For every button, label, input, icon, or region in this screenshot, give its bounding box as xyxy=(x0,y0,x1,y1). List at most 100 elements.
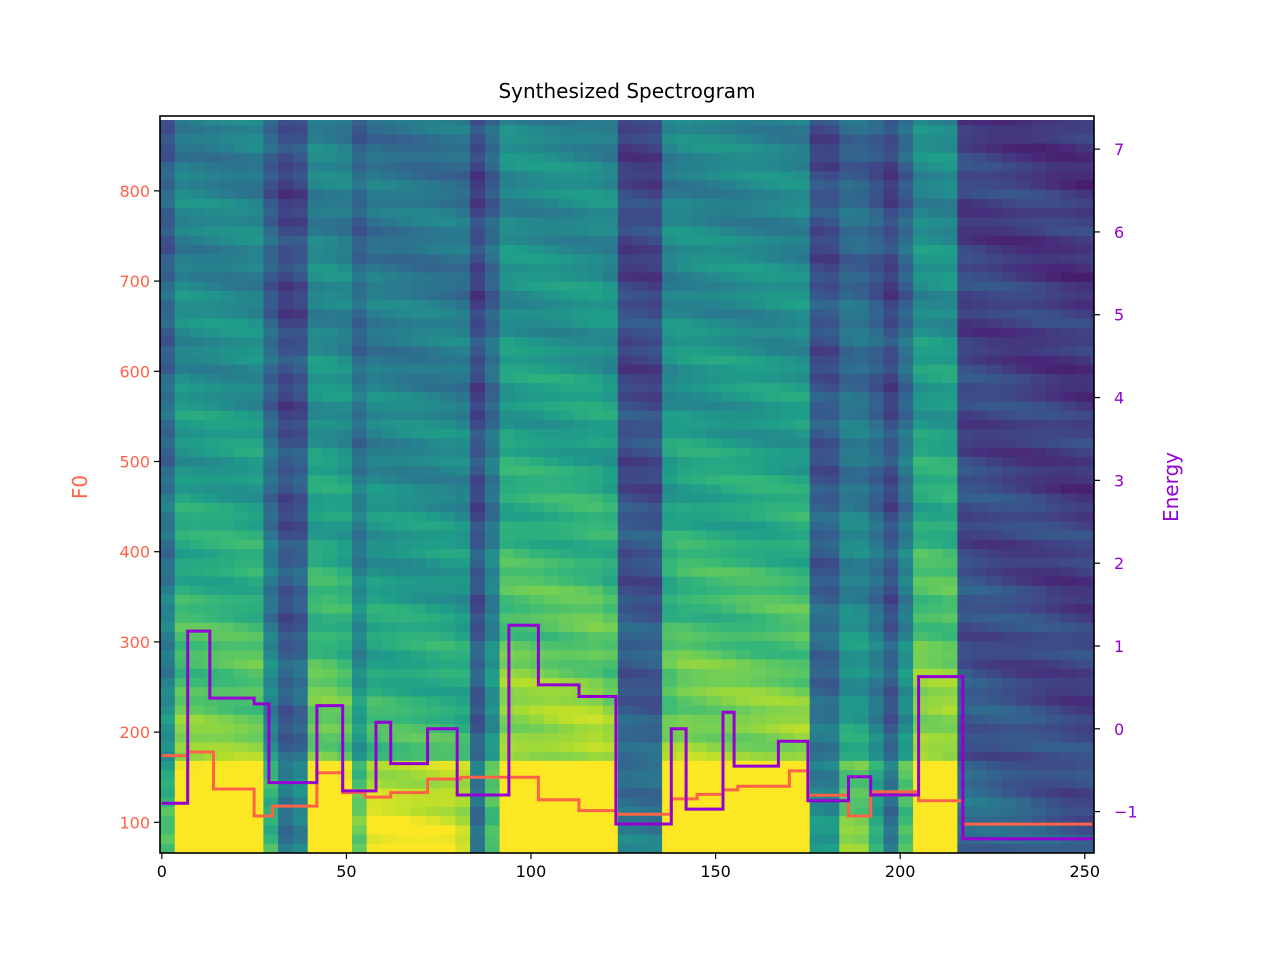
heatmap-cell xyxy=(233,650,250,661)
heatmap-cell xyxy=(632,530,648,541)
heatmap-cell xyxy=(470,751,486,762)
heatmap-cell xyxy=(588,291,604,301)
heatmap-cell xyxy=(189,254,205,264)
heatmap-cell xyxy=(248,631,264,642)
heatmap-cell xyxy=(765,134,781,145)
heatmap-cell xyxy=(204,401,220,412)
heatmap-cell xyxy=(913,733,929,743)
heatmap-cell xyxy=(647,705,663,716)
heatmap-cell xyxy=(765,235,781,246)
heatmap-cell xyxy=(913,152,929,163)
heatmap-cell xyxy=(455,429,471,439)
heatmap-cell xyxy=(160,272,176,283)
heatmap-cell xyxy=(248,383,264,393)
heatmap-cell xyxy=(1046,466,1062,476)
heatmap-cell xyxy=(278,410,294,421)
heatmap-cell xyxy=(898,254,914,264)
heatmap-cell xyxy=(514,806,530,817)
heatmap-cell xyxy=(1016,281,1032,292)
heatmap-cell xyxy=(366,420,383,430)
heatmap-cell xyxy=(986,659,1003,670)
heatmap-cell xyxy=(337,447,353,458)
heatmap-cell xyxy=(307,217,324,228)
heatmap-cell xyxy=(957,208,973,218)
heatmap-cell xyxy=(617,668,634,679)
heatmap-cell xyxy=(972,613,988,624)
heatmap-cell xyxy=(632,180,648,191)
heatmap-cell xyxy=(588,696,604,707)
heatmap-cell xyxy=(337,245,353,255)
heatmap-cell xyxy=(1031,613,1047,624)
heatmap-cell xyxy=(219,613,235,624)
heatmap-cell xyxy=(263,125,279,135)
heatmap-cell xyxy=(883,318,899,329)
heatmap-cell xyxy=(809,705,826,716)
heatmap-cell xyxy=(824,696,840,707)
heatmap-cell xyxy=(514,595,530,605)
heatmap-cell xyxy=(292,291,309,301)
heatmap-cell xyxy=(986,208,1003,218)
heatmap-cell xyxy=(706,438,722,449)
heatmap-cell xyxy=(307,401,324,412)
heatmap-cell xyxy=(337,714,353,725)
heatmap-cell xyxy=(1016,595,1032,605)
heatmap-cell xyxy=(219,742,235,753)
heatmap-cell xyxy=(278,567,294,578)
heatmap-cell xyxy=(499,189,515,200)
heatmap-cell xyxy=(735,300,752,311)
heatmap-cell xyxy=(1060,134,1077,145)
heatmap-cell xyxy=(160,245,176,255)
heatmap-cell xyxy=(647,245,663,255)
heatmap-cell xyxy=(484,456,501,467)
heatmap-cell xyxy=(484,364,501,375)
heatmap-cell xyxy=(204,392,220,403)
heatmap-cell xyxy=(529,576,545,587)
heatmap-cell xyxy=(219,696,235,707)
heatmap-cell xyxy=(499,622,515,633)
heatmap-cell xyxy=(470,254,486,264)
heatmap-cell xyxy=(292,355,309,366)
heatmap-cell xyxy=(927,420,944,430)
heatmap-cell xyxy=(440,668,456,679)
heatmap-cell xyxy=(219,116,235,126)
heatmap-cell xyxy=(883,788,899,799)
heatmap-cell xyxy=(425,318,442,329)
heatmap-cell xyxy=(558,410,575,421)
heatmap-cell xyxy=(809,650,826,661)
heatmap-cell xyxy=(455,171,471,182)
heatmap-cell xyxy=(455,613,471,624)
heatmap-cell xyxy=(573,595,589,605)
heatmap-cell xyxy=(839,678,855,688)
heatmap-cell xyxy=(499,125,515,135)
heatmap-cell xyxy=(1031,724,1047,734)
heatmap-cell xyxy=(721,816,737,826)
heatmap-cell xyxy=(263,751,279,762)
heatmap-cell xyxy=(632,696,648,707)
heatmap-cell xyxy=(337,825,353,836)
heatmap-cell xyxy=(824,567,840,578)
heatmap-cell xyxy=(352,631,368,642)
heatmap-cell xyxy=(942,355,958,366)
heatmap-cell xyxy=(573,714,589,725)
heatmap-cell xyxy=(927,438,944,449)
heatmap-cell xyxy=(603,420,619,430)
heatmap-cell xyxy=(750,650,767,661)
heatmap-cell xyxy=(1046,291,1062,301)
heatmap-cell xyxy=(913,438,929,449)
heatmap-cell xyxy=(735,420,752,430)
heatmap-cell xyxy=(278,318,294,329)
heatmap-cell xyxy=(248,788,264,799)
heatmap-cell xyxy=(676,346,693,357)
heatmap-cell xyxy=(795,226,811,237)
heatmap-cell xyxy=(883,373,899,384)
heatmap-cell xyxy=(765,475,781,486)
heatmap-cell xyxy=(913,272,929,283)
heatmap-cell xyxy=(706,447,722,458)
heatmap-cell xyxy=(1001,235,1018,246)
heatmap-cell xyxy=(174,558,191,568)
heatmap-cell xyxy=(352,678,368,688)
heatmap-cell xyxy=(396,843,412,853)
heatmap-cell xyxy=(588,309,604,320)
heatmap-cell xyxy=(425,631,442,642)
heatmap-cell xyxy=(765,420,781,430)
